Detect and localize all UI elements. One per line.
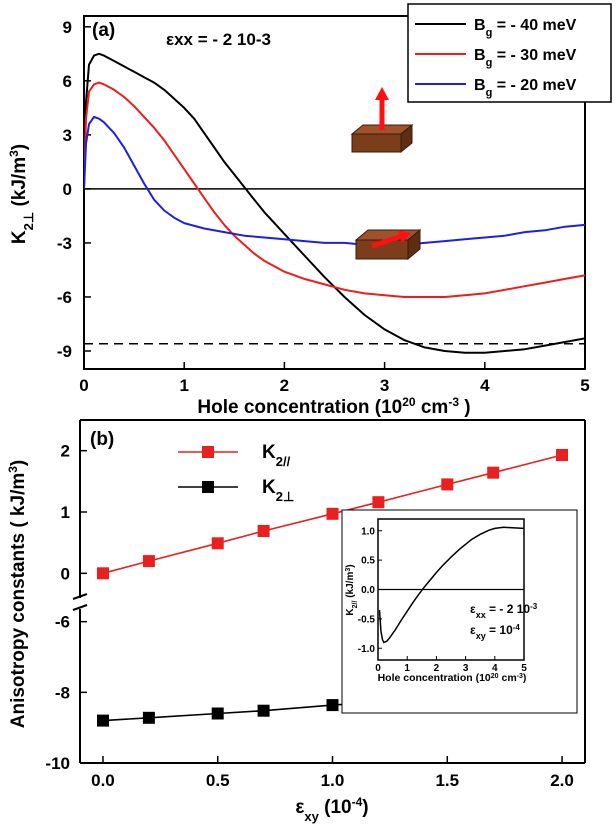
inset-annotation-exy: εxy = 10-4: [470, 623, 520, 642]
panel-b-marker: [441, 478, 454, 491]
panel-b-x-tick-label: 2.0: [550, 771, 574, 790]
panel-b-marker: [257, 704, 270, 717]
panel-a-legend-label-2: Bg = - 30 meV: [474, 47, 577, 69]
panel-a-y-tick-label: -3: [57, 234, 72, 253]
panel-a-series-line-1: [84, 52, 585, 354]
panel-b-y-tick-label: 0: [61, 564, 70, 583]
inset-x-tick-label: 1: [404, 663, 410, 674]
out-of-plane-magnet-icon: [350, 87, 414, 154]
panel-b-label: (b): [90, 429, 114, 450]
panel-b-y-tick-label: -8: [55, 683, 70, 702]
panel-a-legend-label-1: Bg = - 40 meV: [474, 17, 577, 39]
panel-b-axes: 0.0 0.5 1.0 1.5 2.0 2 1 0 -6 -8 -10: [45, 442, 573, 790]
panel-b-marker: [326, 699, 339, 712]
panel-b-inset: 0 1 2 3 4 5 1.0 0.5 0.0 -0.5 -1.0 εxx = - 2 10-3 ε…: [341, 509, 578, 714]
panel-b-axis-break: [72, 593, 88, 611]
panel-b-x-tick-label: 0.0: [91, 771, 115, 790]
panel-a-x-tick-label: 3: [380, 376, 389, 395]
panel-b-y-tick-label: -10: [45, 754, 70, 773]
panel-b-legend-label-1: K2//: [262, 442, 291, 469]
panel-a: 0 1 2 3 4 5 9 6 3 0 -3 -6 -9 (a) εxx = - 2 10-3 Bg =…: [7, 3, 612, 418]
panel-a-y-tick-label: 3: [63, 126, 72, 145]
panel-b-marker: [97, 567, 109, 580]
panel-b-marker: [556, 449, 568, 461]
panel-b: 0.0 0.5 1.0 1.5 2.0 2 1 0 -6 -8 -10 (b) K2// K2⊥ εx…: [6, 419, 586, 824]
panel-b-y-axis-title: Anisotropy constants ( kJ/m3): [6, 460, 29, 729]
panel-a-series-line-3: [84, 115, 585, 246]
in-plane-magnet-icon: [354, 228, 422, 261]
panel-b-x-tick-label: 0.5: [206, 771, 230, 790]
panel-b-legend-swatch-marker-1: [202, 446, 214, 458]
inset-y-tick-label: 0.5: [361, 556, 375, 567]
panel-a-y-tick-label: -9: [57, 342, 72, 361]
panel-a-y-tick-label: 0: [63, 180, 72, 199]
inset-background: [341, 509, 578, 714]
panel-b-marker: [487, 466, 500, 479]
panel-b-marker: [257, 525, 270, 537]
panel-a-legend-label-3: Bg = - 20 meV: [474, 77, 577, 99]
panel-a-y-tick-label: 9: [63, 18, 72, 37]
inset-y-tick-label: 0.0: [361, 585, 375, 596]
panel-a-y-tick-label: -6: [57, 288, 72, 307]
panel-b-x-axis-title: εxy (10-4): [295, 795, 368, 824]
inset-series-line: [378, 526, 524, 644]
inset-y-tick-label: -0.5: [358, 614, 376, 625]
panel-a-y-tick-label: 6: [63, 72, 72, 91]
panel-b-y-tick-label: 1: [61, 503, 70, 522]
inset-series: [378, 526, 524, 644]
panel-a-x-tick-label: 1: [179, 376, 188, 395]
panel-a-series-line-2: [84, 81, 585, 298]
inset-x-tick-label: 2: [434, 663, 440, 674]
panel-a-legend: Bg = - 40 meV Bg = - 30 meV Bg = - 20 meV: [407, 3, 612, 103]
panel-b-marker: [211, 537, 224, 550]
panel-a-x-tick-label: 2: [280, 376, 289, 395]
panel-b-legend: K2// K2⊥: [178, 442, 294, 504]
panel-a-series: [84, 52, 585, 354]
inset-x-tick-label: 0: [375, 663, 381, 674]
panel-b-marker: [142, 711, 155, 724]
panel-a-reference-lines: [84, 188, 585, 345]
panel-b-x-tick-label: 1.0: [321, 771, 345, 790]
inset-annotation-exx: εxx = - 2 10-3: [470, 602, 538, 621]
panel-b-marker: [97, 714, 109, 727]
inset-x-tick-label: 4: [492, 663, 498, 674]
inset-y-tick-label: -1.0: [358, 644, 376, 655]
inset-y-tick-label: 1.0: [361, 526, 375, 537]
panel-b-legend-swatch-marker-2: [202, 481, 214, 493]
panel-a-x-tick-label: 0: [79, 376, 88, 395]
panel-a-plot-frame: [83, 15, 586, 370]
panel-a-x-tick-label: 4: [480, 376, 490, 395]
panel-a-x-axis-title: Hole concentration (1020 cm-3 ): [197, 395, 470, 418]
panel-b-y-tick-label: 2: [61, 442, 70, 461]
panel-b-legend-label-2: K2⊥: [262, 477, 294, 504]
panel-a-x-tick-label: 5: [580, 376, 589, 395]
inset-y-axis-title: K2// (kJ/m3): [345, 564, 359, 615]
panel-b-y-tick-label: -6: [55, 613, 70, 632]
panel-b-marker: [211, 707, 224, 720]
panel-a-annotation: εxx = - 2 10-3: [166, 30, 271, 49]
inset-x-tick-label: 3: [463, 663, 469, 674]
inset-x-tick-label: 5: [521, 663, 527, 674]
panel-b-x-tick-label: 1.5: [435, 771, 459, 790]
panel-b-marker: [142, 555, 155, 568]
panel-b-marker: [326, 507, 339, 520]
panel-a-label: (a): [92, 20, 115, 41]
inset-x-axis-title: Hole concentration (1020 cm-3): [378, 672, 527, 684]
panel-b-marker: [372, 496, 385, 509]
panel-a-y-axis-title: K2⊥ (kJ/m3): [7, 144, 36, 244]
